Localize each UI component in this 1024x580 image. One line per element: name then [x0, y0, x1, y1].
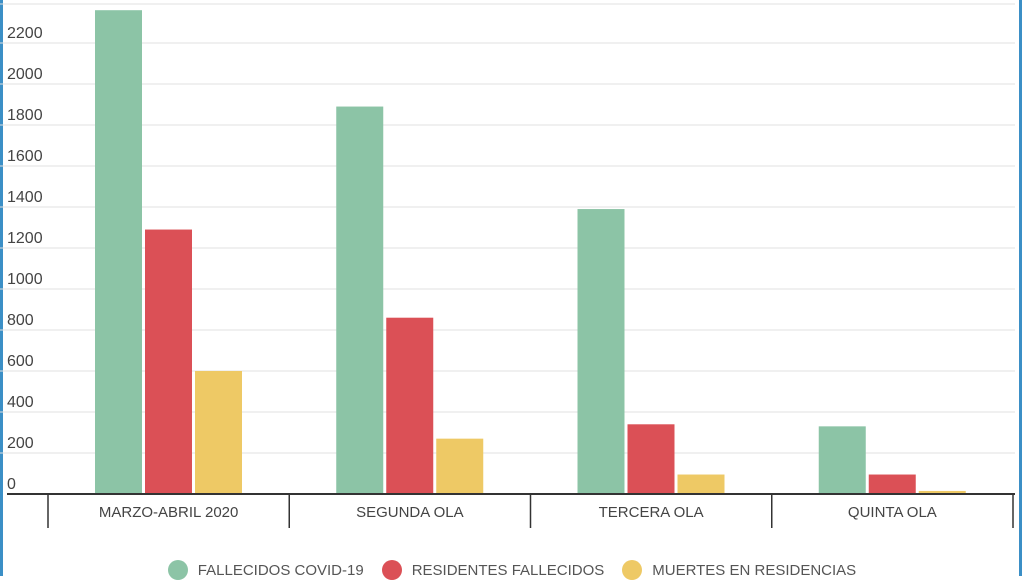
bar-2-1	[627, 424, 675, 494]
y-tick-label: 400	[7, 394, 34, 411]
y-tick-label: 2000	[7, 66, 43, 83]
bar-1-1	[386, 317, 434, 494]
y-tick-label: 600	[7, 353, 34, 370]
legend-item: RESIDENTES FALLECIDOS	[381, 560, 605, 580]
y-tick-label: 1400	[7, 189, 43, 206]
y-tick-label: 1600	[7, 148, 43, 165]
frame-border-left	[0, 0, 3, 576]
legend: FALLECIDOS COVID-19 RESIDENTES FALLECIDOS…	[0, 560, 1024, 580]
bar-1-2	[436, 438, 484, 494]
bar-3-1	[868, 474, 916, 494]
legend-item: MUERTES EN RESIDENCIAS	[622, 560, 856, 580]
bar-0-0	[95, 10, 142, 494]
x-tick-label: MARZO-ABRIL 2020	[99, 504, 239, 521]
bar-0-2	[195, 371, 242, 494]
y-tick-label: 1200	[7, 230, 43, 247]
bar-3-2	[918, 490, 966, 494]
bar-2-2	[677, 474, 725, 494]
bar-2-0	[577, 209, 625, 495]
bar-1-0	[336, 106, 384, 495]
bar-0-1	[145, 229, 192, 495]
bar-3-0	[818, 426, 866, 494]
y-tick-label: 800	[7, 312, 34, 329]
legend-label: RESIDENTES FALLECIDOS	[411, 561, 605, 579]
legend-item: FALLECIDOS COVID-19	[167, 560, 364, 580]
legend-dot-icon	[167, 560, 188, 580]
x-tick-label: QUINTA OLA	[848, 504, 937, 521]
legend-dot-icon	[381, 560, 402, 580]
frame-border-right	[1019, 0, 1022, 576]
y-tick-label: 1000	[7, 271, 43, 288]
legend-dot-icon	[622, 560, 643, 580]
legend-label: MUERTES EN RESIDENCIAS	[652, 561, 857, 579]
y-tick-label: 0	[7, 476, 16, 493]
y-tick-label: 200	[7, 435, 34, 452]
x-tick-label: TERCERA OLA	[599, 504, 704, 521]
x-tick-label: SEGUNDA OLA	[356, 504, 464, 521]
y-tick-label: 2200	[7, 25, 43, 42]
legend-label: FALLECIDOS COVID-19	[197, 561, 364, 579]
y-tick-label: 1800	[7, 107, 43, 124]
